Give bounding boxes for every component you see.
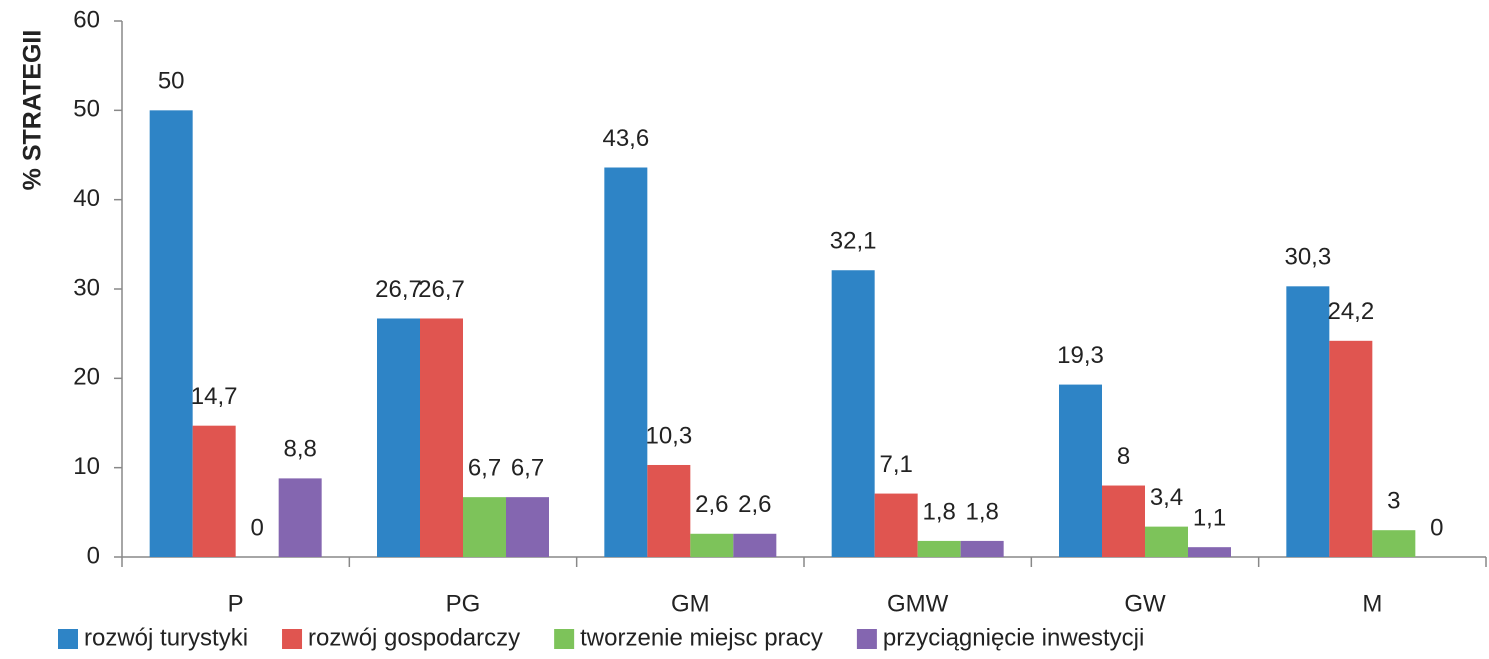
- legend-swatch: [856, 629, 877, 649]
- value-label: 8: [1117, 443, 1130, 470]
- x-tick-label: GW: [1124, 590, 1166, 617]
- value-label: 19,3: [1057, 342, 1104, 369]
- bar: [278, 478, 322, 557]
- bar: [1145, 526, 1188, 557]
- value-label: 3: [1387, 488, 1400, 515]
- bar: [960, 540, 1004, 557]
- value-label: 1,8: [922, 498, 955, 525]
- value-label: 6,7: [511, 454, 544, 481]
- value-label: 43,6: [602, 125, 649, 152]
- bar: [733, 533, 777, 557]
- legend-label: tworzenie miejsc pracy: [580, 624, 823, 651]
- value-label: 10,3: [645, 422, 692, 449]
- value-label: 32,1: [830, 228, 877, 255]
- bar: [1329, 340, 1373, 557]
- bar: [506, 497, 549, 557]
- y-axis-label: % STRATEGII: [19, 30, 47, 191]
- bar: [1372, 530, 1416, 557]
- value-label: 50: [158, 68, 185, 95]
- x-tick-label: P: [228, 590, 244, 617]
- bar: [420, 318, 463, 557]
- value-label: 26,7: [418, 276, 465, 303]
- value-label: 1,1: [1193, 505, 1226, 532]
- y-tick-label: 20: [73, 364, 100, 391]
- value-label: 1,8: [965, 498, 998, 525]
- legend-swatch: [554, 629, 575, 649]
- legend-label: rozwój turystyki: [84, 624, 248, 651]
- bar: [192, 425, 236, 557]
- y-tick-label: 60: [73, 6, 100, 33]
- legend-swatch: [282, 629, 303, 649]
- legend-label: rozwój gospodarczy: [308, 624, 520, 651]
- bar: [874, 493, 918, 557]
- legend-label: przyciągnięcie inwestycji: [883, 624, 1144, 651]
- bar: [690, 533, 734, 557]
- y-tick-label: 50: [73, 96, 100, 123]
- value-label: 8,8: [283, 436, 316, 463]
- y-tick-label: 40: [73, 185, 100, 212]
- bar: [463, 497, 506, 557]
- bar: [1059, 384, 1102, 557]
- value-label: 30,3: [1284, 244, 1331, 271]
- bar: [831, 270, 875, 557]
- y-tick-label: 0: [87, 542, 100, 569]
- value-label: 24,2: [1327, 298, 1374, 325]
- x-tick-label: GMW: [887, 590, 949, 617]
- value-label: 6,7: [468, 454, 501, 481]
- bar: [1286, 286, 1330, 557]
- bar: [149, 110, 193, 557]
- value-label: 2,6: [738, 491, 771, 518]
- value-label: 14,7: [191, 383, 238, 410]
- bar: [604, 167, 648, 558]
- value-label: 3,4: [1150, 484, 1183, 511]
- value-label: 2,6: [695, 491, 728, 518]
- value-label: 0: [1430, 514, 1443, 541]
- x-tick-label: M: [1362, 590, 1382, 617]
- bar: [917, 540, 961, 557]
- value-label: 7,1: [879, 451, 912, 478]
- y-tick-label: 10: [73, 453, 100, 480]
- legend-swatch: [58, 629, 78, 649]
- y-tick-label: 30: [73, 274, 100, 301]
- value-label: 0: [250, 514, 263, 541]
- bar: [377, 318, 420, 557]
- bar: [647, 464, 691, 557]
- x-tick-label: GM: [671, 590, 710, 617]
- value-label: 26,7: [375, 276, 422, 303]
- x-tick-label: PG: [446, 590, 481, 617]
- bar: [1102, 485, 1145, 557]
- bar: [1188, 547, 1231, 557]
